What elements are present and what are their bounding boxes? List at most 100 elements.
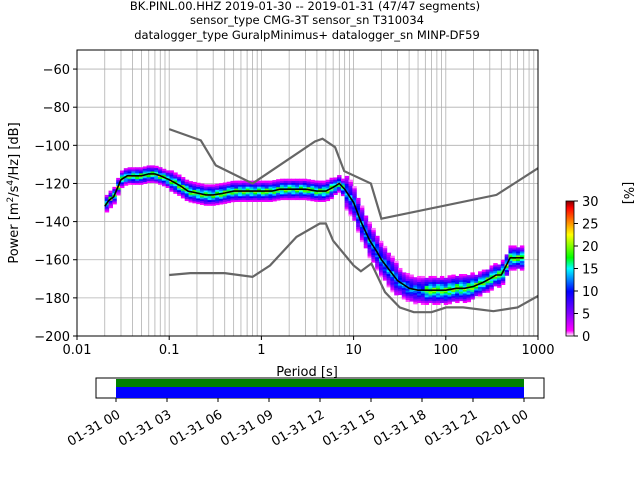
heatmap-cell	[451, 274, 456, 277]
coverage-tick-label: 01-31 06	[167, 407, 225, 449]
coverage-bar-blue	[116, 387, 524, 398]
heatmap-cell	[386, 281, 392, 284]
heatmap-cell	[192, 189, 197, 192]
colorbar-gradient	[565, 200, 575, 337]
heatmap-cell	[405, 290, 411, 293]
heatmap-cell	[359, 230, 365, 233]
heatmap-cell	[371, 231, 376, 235]
heatmap-cell	[306, 183, 312, 186]
heatmap-cell	[333, 188, 338, 192]
heatmap-cell	[398, 292, 403, 296]
heatmap-cell	[378, 259, 384, 263]
heatmap-cell	[177, 193, 182, 196]
heatmap-cell	[478, 280, 483, 284]
heatmap-cell	[519, 247, 525, 250]
heatmap-cell	[196, 190, 201, 193]
heatmap-cell	[390, 267, 395, 270]
heatmap-cell	[177, 189, 182, 193]
heatmap-cell	[325, 191, 331, 194]
heatmap-cell	[306, 198, 312, 201]
heatmap-cell	[299, 180, 304, 183]
heatmap-cell	[318, 199, 323, 202]
heatmap-cell	[333, 186, 338, 190]
heatmap-cell	[519, 258, 525, 262]
heatmap-cell	[356, 216, 361, 220]
heatmap-cell	[264, 195, 270, 199]
heatmap-cell	[443, 295, 449, 298]
heatmap-cell	[291, 192, 296, 195]
heatmap-cell	[180, 177, 186, 180]
heatmap-cell	[161, 180, 167, 183]
heatmap-cell	[470, 272, 475, 275]
heatmap-cell	[249, 184, 254, 187]
heatmap-cell	[257, 182, 262, 185]
heatmap-cell	[287, 184, 292, 187]
heatmap-cell	[188, 188, 193, 192]
heatmap-cell	[203, 188, 209, 191]
heatmap-cell	[321, 197, 327, 201]
heatmap-cell	[378, 265, 384, 268]
heatmap-cell	[279, 186, 285, 189]
heatmap-cell	[363, 223, 369, 226]
heatmap-cell	[508, 249, 513, 252]
heatmap-cell	[173, 183, 178, 187]
heatmap-cell	[409, 276, 414, 279]
heatmap-cell	[382, 255, 388, 258]
heatmap-cell	[337, 186, 342, 189]
colorbar-tick-label: 0	[582, 330, 590, 345]
heatmap-cell	[283, 192, 289, 195]
heatmap-cell	[321, 184, 327, 187]
heatmap-cell	[344, 194, 350, 198]
heatmap-cell	[394, 275, 399, 279]
heatmap-cell	[318, 195, 323, 199]
heatmap-cell	[352, 195, 357, 198]
heatmap-cell	[413, 290, 418, 293]
heatmap-cell	[158, 170, 163, 174]
heatmap-cell	[299, 193, 304, 197]
heatmap-cell	[470, 291, 475, 294]
heatmap-cell	[215, 202, 220, 206]
heatmap-cell	[375, 266, 380, 269]
heatmap-cell	[371, 239, 376, 242]
plot-frame	[76, 49, 539, 337]
heatmap-cell	[234, 186, 239, 189]
heatmap-cell	[238, 195, 243, 199]
heatmap-cell	[485, 271, 491, 274]
heatmap-cell	[329, 183, 334, 186]
heatmap-cell	[436, 300, 441, 304]
heatmap-cell	[382, 253, 388, 256]
heatmap-cell	[165, 181, 171, 185]
heatmap-cell	[219, 183, 224, 186]
heatmap-cell	[371, 247, 376, 250]
heatmap-cell	[439, 298, 445, 302]
heatmap-cell	[413, 282, 418, 286]
heatmap-cell	[420, 291, 426, 294]
heatmap-cell	[363, 240, 369, 243]
heatmap-cell	[405, 276, 411, 280]
heatmap-cell	[462, 275, 468, 279]
heatmap-cell	[481, 269, 487, 272]
x-tick-label: 1	[257, 343, 265, 358]
heatmap-cell	[390, 288, 395, 291]
heatmap-cell	[401, 297, 407, 300]
heatmap-cell	[184, 196, 190, 200]
heatmap-cell	[215, 183, 220, 187]
heatmap-cell	[466, 288, 471, 291]
heatmap-cell	[485, 288, 491, 291]
heatmap-cell	[405, 295, 411, 299]
heatmap-cell	[386, 260, 392, 263]
heatmap-cell	[367, 235, 372, 238]
heatmap-cell	[504, 258, 510, 261]
heatmap-cell	[489, 288, 494, 291]
heatmap-cell	[512, 266, 517, 269]
heatmap-cell	[481, 282, 487, 286]
heatmap-cell	[123, 168, 129, 171]
heatmap-cell	[401, 278, 407, 281]
heatmap-cell	[173, 187, 178, 191]
heatmap-cell	[299, 195, 304, 199]
heatmap-cell	[279, 192, 285, 195]
heatmap-cell	[272, 195, 277, 198]
heatmap-cell	[173, 174, 178, 177]
heatmap-cell	[363, 219, 369, 222]
